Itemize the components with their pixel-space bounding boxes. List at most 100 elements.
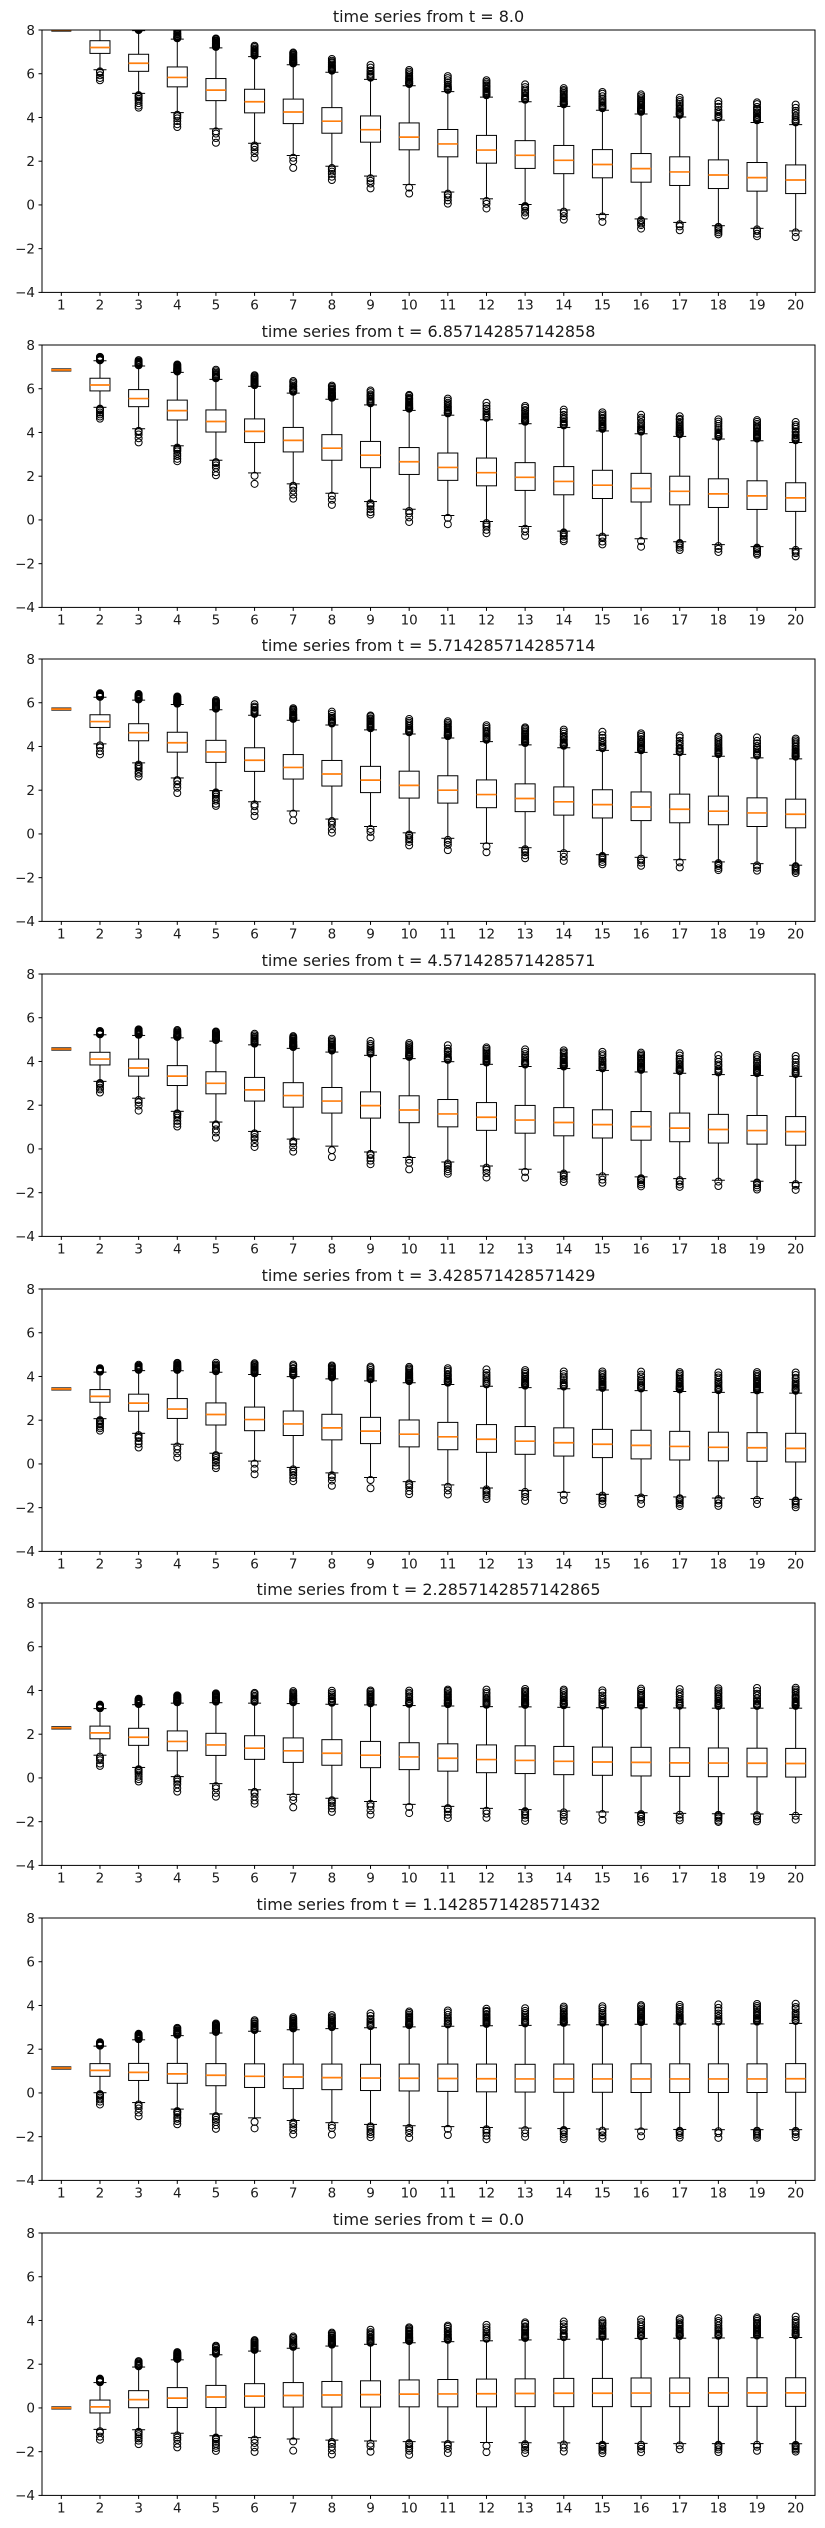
outlier-point — [405, 1809, 414, 1818]
y-tick-label: 6 — [26, 1010, 35, 1026]
outlier-point — [443, 1807, 452, 1816]
outlier-point — [714, 427, 723, 436]
boxplot-series — [51, 689, 807, 878]
outlier-point — [327, 1146, 336, 1155]
y-tick-label: −4 — [15, 285, 35, 301]
outlier-point — [675, 733, 684, 742]
box-5 — [205, 1027, 227, 1142]
outlier-point — [95, 2374, 104, 2383]
outlier-point — [521, 2006, 530, 2015]
outlier-point — [173, 117, 182, 126]
outlier-point — [366, 2447, 375, 2456]
outlier-point — [753, 2442, 762, 2451]
outlier-point — [482, 2004, 491, 2013]
boxplot-series — [51, 2312, 807, 2459]
outlier-point — [289, 1363, 298, 1372]
x-tick-label: 16 — [632, 2500, 649, 2516]
outlier-point — [211, 696, 220, 705]
outlier-point — [598, 2318, 607, 2327]
subplot-3: time series from t = 5.714285714285714 8 6… — [15, 636, 816, 943]
outlier-point — [714, 1684, 723, 1693]
box-10 — [398, 1362, 420, 1498]
y-tick-label: −2 — [15, 2129, 35, 2145]
outlier-point — [211, 802, 220, 811]
outlier-point — [675, 1054, 684, 1063]
y-tick-label: 6 — [26, 1954, 35, 1970]
outlier-point — [443, 846, 452, 855]
outlier-point — [559, 416, 568, 425]
box-20 — [785, 1684, 807, 1824]
box-9 — [360, 1686, 382, 1819]
outlier-point — [559, 1172, 568, 1181]
outlier-point — [598, 1816, 607, 1825]
outlier-point — [134, 2439, 143, 2448]
outlier-point — [96, 16, 103, 23]
outlier-point — [95, 1759, 104, 1768]
outlier-point — [366, 1802, 375, 1811]
outlier-point — [791, 417, 800, 426]
outlier-point — [598, 2131, 607, 2140]
outlier-point — [598, 1686, 607, 1695]
outlier-point — [366, 2325, 375, 2334]
subplot-title: time series from t = 6.857142857142858 — [262, 322, 596, 341]
outlier-point — [521, 1367, 530, 1376]
outlier-point — [173, 777, 182, 786]
outlier-point — [173, 2439, 182, 2448]
outlier-point — [250, 1469, 259, 1478]
box-2 — [89, 2374, 111, 2444]
x-tick-label: 7 — [289, 297, 298, 313]
y-tick-label: 4 — [26, 110, 35, 126]
x-tick-label: 11 — [439, 297, 456, 313]
outlier-point — [366, 386, 375, 395]
box-18 — [707, 1684, 729, 1827]
outlier-point — [598, 1172, 607, 1181]
x-tick-label: 11 — [439, 1871, 456, 1887]
outlier-point — [714, 1818, 723, 1827]
outlier-point — [521, 2008, 530, 2017]
y-tick-label: 0 — [26, 827, 35, 843]
outlier-point — [637, 221, 646, 230]
x-tick-label: 15 — [594, 2185, 611, 2201]
outlier-point — [598, 1369, 607, 1378]
outlier-point — [598, 407, 607, 416]
outlier-point — [134, 2029, 143, 2038]
outlier-point — [482, 2131, 491, 2140]
outlier-point — [173, 30, 182, 36]
outlier-point — [482, 1163, 491, 1172]
outlier-point — [250, 702, 259, 711]
outlier-point — [366, 179, 375, 188]
x-tick-label: 2 — [96, 2500, 105, 2516]
outlier-point — [366, 2133, 375, 2142]
outlier-point — [250, 143, 259, 152]
x-tick-label: 9 — [366, 1871, 375, 1887]
x-tick-label: 7 — [289, 927, 298, 943]
outlier-point — [136, 30, 142, 31]
x-tick-label: 17 — [671, 2185, 688, 2201]
x-tick-label: 5 — [212, 297, 221, 313]
outlier-point — [482, 1494, 491, 1503]
outlier-point — [289, 1360, 298, 1369]
outlier-point — [521, 80, 530, 89]
x-tick-label: 19 — [748, 2500, 765, 2516]
outlier-point — [791, 2002, 800, 2011]
y-tick-label: 6 — [26, 67, 35, 83]
box-6 — [244, 370, 266, 488]
outlier-point — [327, 169, 336, 178]
outlier-point — [559, 536, 568, 545]
outlier-point — [405, 1362, 414, 1371]
y-tick-label: 4 — [26, 1054, 35, 1070]
outlier-point — [366, 2009, 375, 2018]
axes-frame — [41, 1288, 816, 1552]
outlier-point — [637, 418, 646, 427]
box-3 — [128, 2029, 150, 2121]
y-tick-label: −4 — [15, 1229, 35, 1245]
outlier-point — [327, 2121, 336, 2130]
box-11 — [437, 2006, 459, 2139]
outlier-point — [366, 1160, 375, 1169]
box-9 — [360, 2325, 382, 2456]
outlier-point — [405, 841, 414, 850]
outlier-point — [173, 1122, 182, 1131]
outlier-point — [482, 727, 491, 736]
outlier-point — [327, 825, 336, 834]
x-tick-label: 19 — [748, 297, 765, 313]
